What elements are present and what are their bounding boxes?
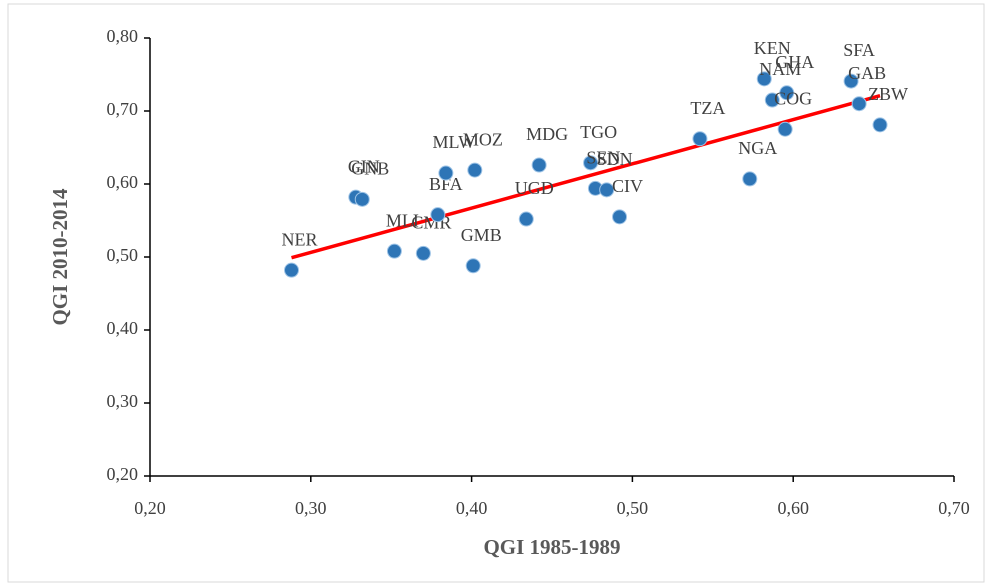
point-label: GIN bbox=[348, 156, 380, 176]
point-label: NER bbox=[282, 229, 318, 249]
point-label: GAB bbox=[848, 63, 886, 83]
point-label: MLI bbox=[386, 210, 419, 230]
point-label: SDN bbox=[597, 149, 633, 169]
point-label: BFA bbox=[429, 174, 463, 194]
point-label: TGO bbox=[580, 122, 617, 142]
y-tick-label: 0,40 bbox=[107, 318, 139, 338]
data-point bbox=[742, 171, 758, 187]
data-point bbox=[612, 209, 628, 225]
data-point bbox=[843, 73, 859, 89]
point-label: GHA bbox=[775, 52, 814, 72]
data-point bbox=[415, 245, 431, 261]
data-point bbox=[438, 165, 454, 181]
point-label: MDG bbox=[526, 124, 568, 144]
data-point bbox=[851, 96, 867, 112]
data-point bbox=[467, 162, 483, 178]
data-point bbox=[354, 191, 370, 207]
y-tick-label: 0,30 bbox=[107, 391, 139, 411]
y-tick-label: 0,70 bbox=[107, 99, 139, 119]
data-point bbox=[599, 182, 615, 198]
point-label: TZA bbox=[690, 98, 725, 118]
x-axis-title: QGI 1985-1989 bbox=[483, 535, 620, 559]
y-tick-label: 0,20 bbox=[107, 464, 139, 484]
point-label: SFA bbox=[843, 40, 875, 60]
x-tick-label: 0,20 bbox=[134, 498, 166, 518]
point-label: MLW bbox=[433, 132, 476, 152]
point-label: NGA bbox=[738, 138, 777, 158]
data-point bbox=[872, 117, 888, 133]
point-label: GNB bbox=[351, 158, 389, 178]
point-label: KEN bbox=[754, 38, 791, 58]
x-tick-label: 0,60 bbox=[777, 498, 809, 518]
data-point bbox=[518, 211, 534, 227]
x-tick-label: 0,30 bbox=[295, 498, 327, 518]
y-tick-label: 0,60 bbox=[107, 172, 139, 192]
y-axis-title: QGI 2010-2014 bbox=[48, 188, 72, 326]
point-label: MOZ bbox=[463, 129, 503, 149]
point-label: CIV bbox=[612, 176, 643, 196]
y-tick-label: 0,50 bbox=[107, 245, 139, 265]
data-point bbox=[764, 92, 780, 108]
x-tick-label: 0,50 bbox=[617, 498, 649, 518]
data-point bbox=[430, 207, 446, 223]
point-label: GMB bbox=[461, 225, 502, 245]
point-label: ZBW bbox=[868, 84, 908, 104]
point-label: COG bbox=[774, 88, 812, 108]
point-label: NAM bbox=[759, 59, 801, 79]
data-point bbox=[756, 71, 772, 87]
point-label: SEN bbox=[586, 148, 620, 168]
data-point bbox=[777, 121, 793, 137]
data-point bbox=[779, 85, 795, 101]
data-point bbox=[465, 258, 481, 274]
x-tick-label: 0,70 bbox=[938, 498, 970, 518]
data-point bbox=[531, 157, 547, 173]
data-point bbox=[284, 262, 300, 278]
data-point bbox=[386, 243, 402, 259]
x-tick-label: 0,40 bbox=[456, 498, 488, 518]
data-point bbox=[692, 131, 708, 147]
y-tick-label: 0,80 bbox=[107, 26, 139, 46]
chart-border bbox=[7, 3, 985, 583]
data-point bbox=[583, 155, 599, 171]
point-label: UGD bbox=[515, 178, 554, 198]
